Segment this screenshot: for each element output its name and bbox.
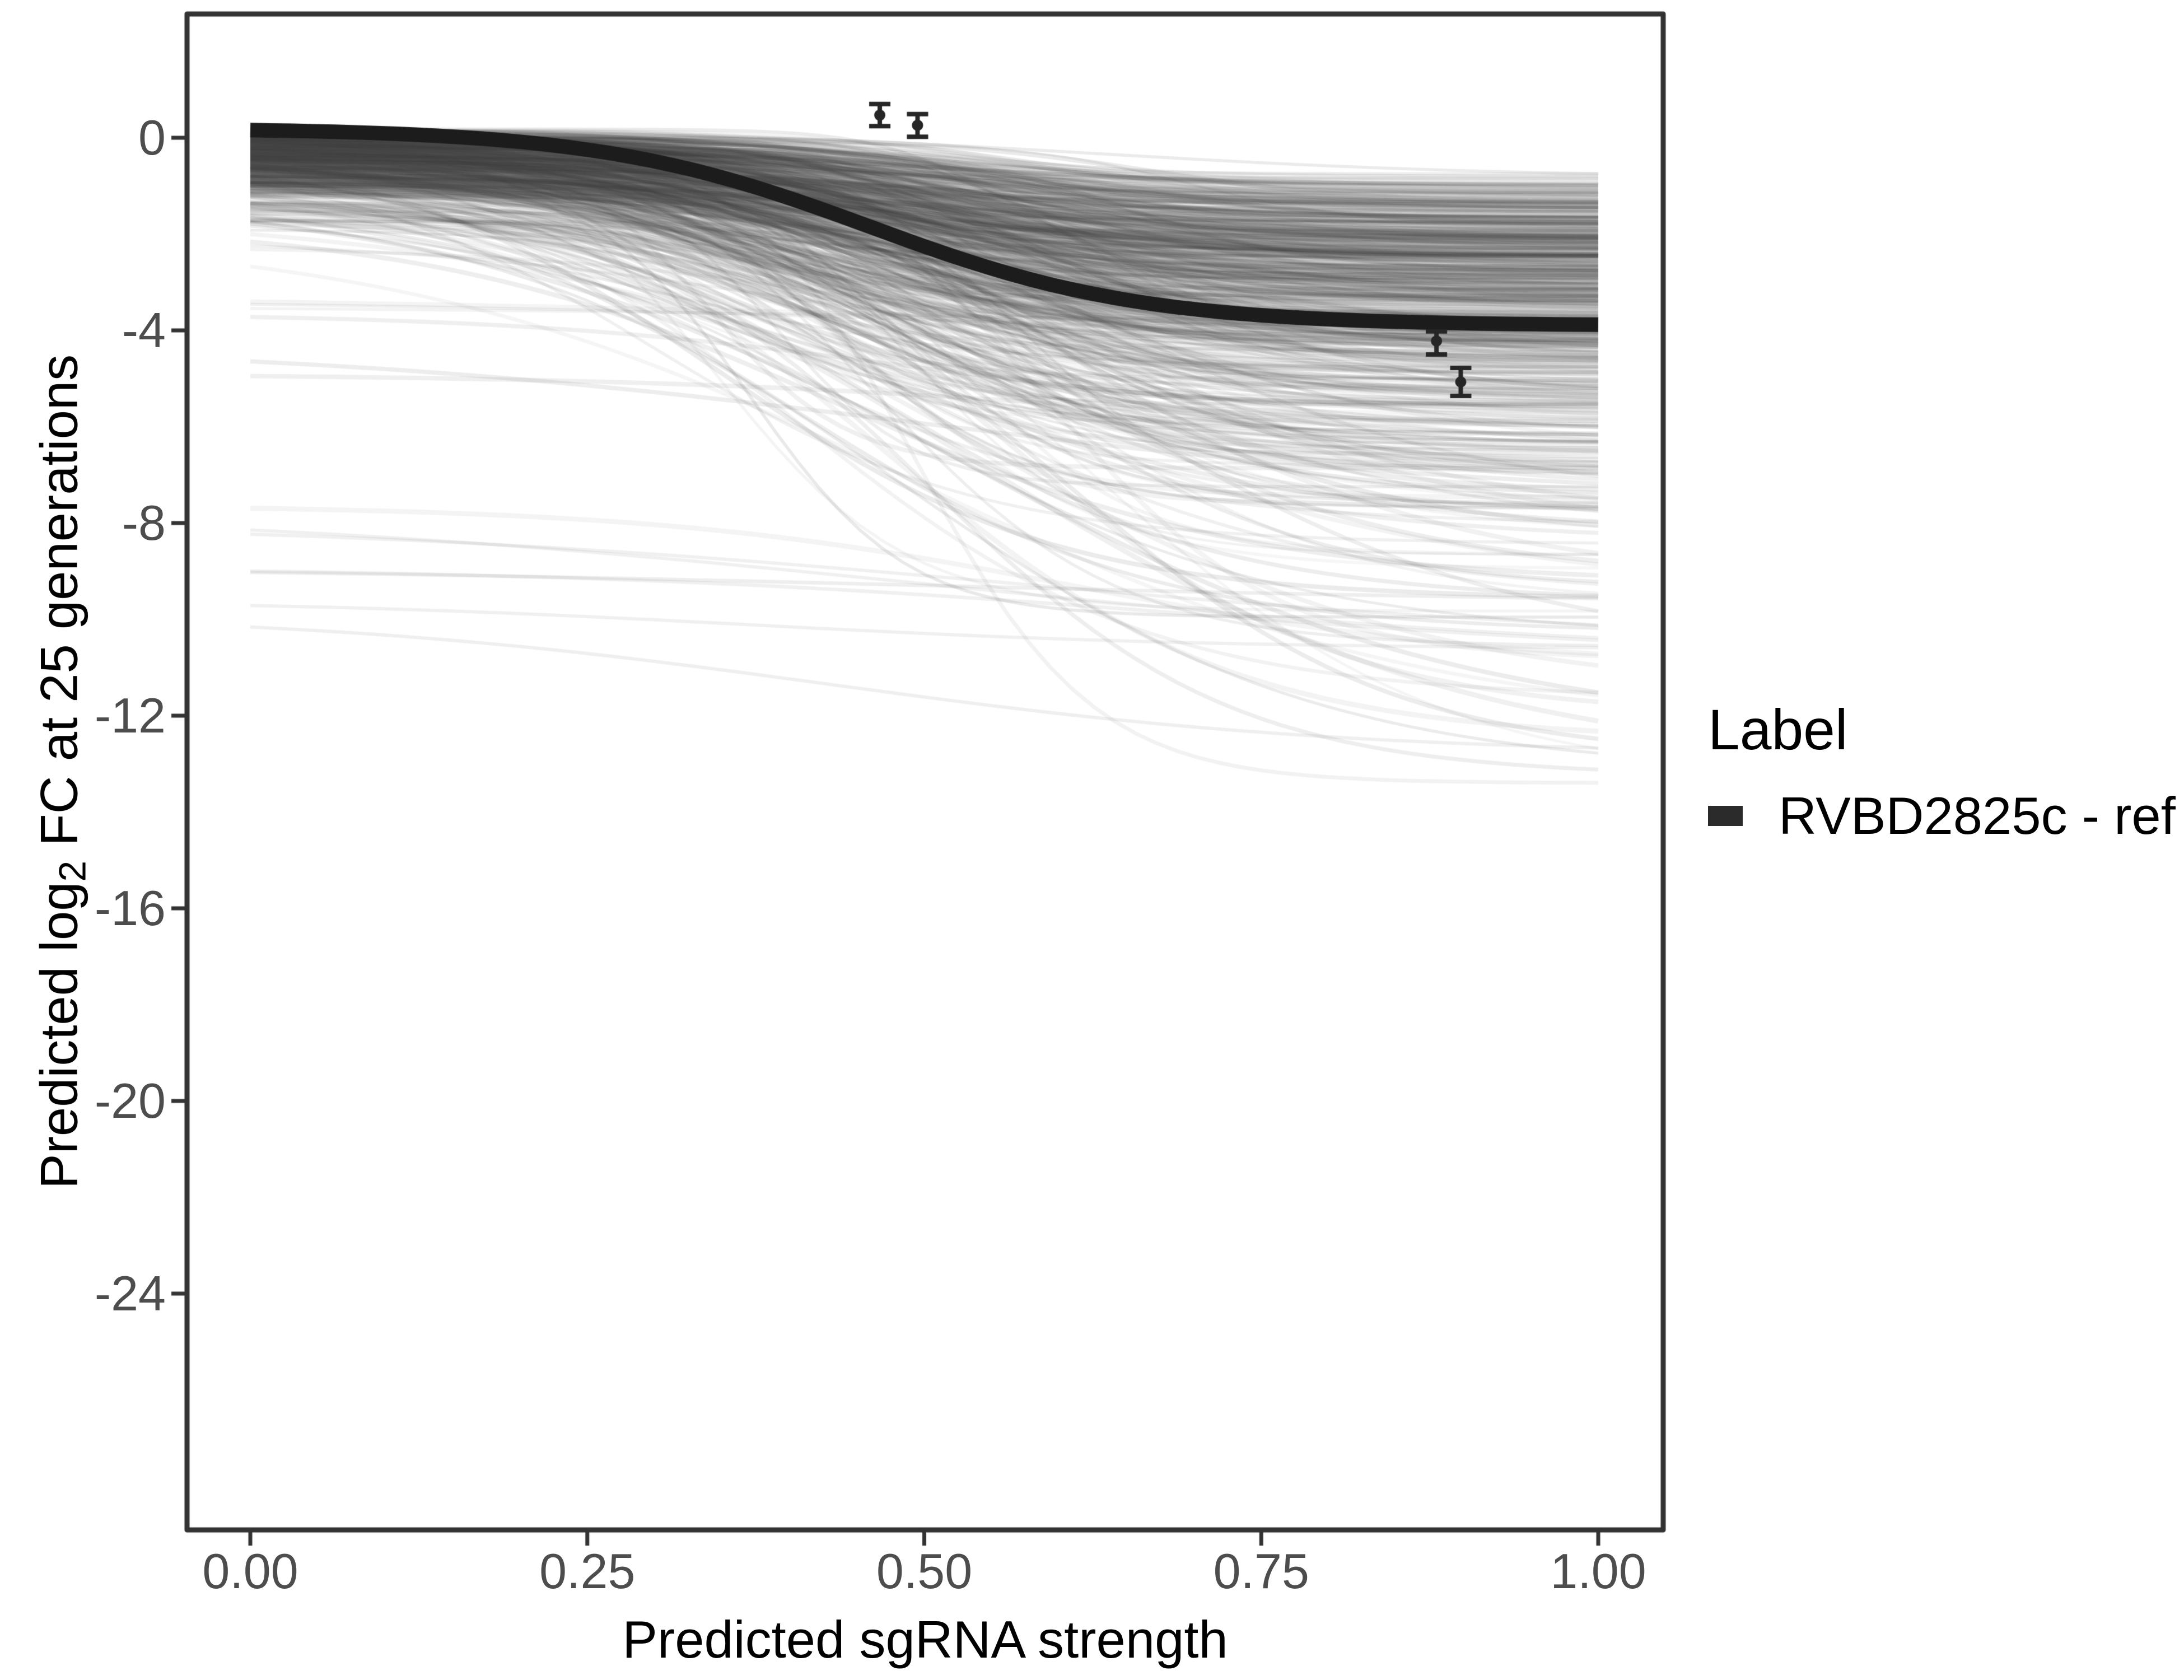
x-tick-label: 0.00 xyxy=(202,1543,298,1599)
x-axis-title: Predicted sgRNA strength xyxy=(622,1610,1228,1669)
x-tick-label: 0.50 xyxy=(876,1543,973,1599)
y-axis-title: Predicted log2 FC at 25 generations xyxy=(29,354,100,1189)
y-axis-title-subscript: 2 xyxy=(52,860,94,882)
legend-title: Label xyxy=(1708,698,1848,762)
y-tick-label: -8 xyxy=(122,495,166,550)
legend-key-line-icon xyxy=(1708,806,1743,826)
legend: Label RVBD2825c - ref xyxy=(1708,701,2176,842)
y-tick-label: -24 xyxy=(94,1266,166,1321)
x-tick-label: 1.00 xyxy=(1550,1543,1646,1599)
y-tick-label: 0 xyxy=(138,110,166,165)
y-tick-label: -4 xyxy=(122,302,166,358)
legend-item: RVBD2825c - ref xyxy=(1708,790,2176,842)
y-tick-label: -12 xyxy=(94,688,166,743)
y-tick-label: -16 xyxy=(94,880,166,936)
x-tick-label: 0.75 xyxy=(1213,1543,1309,1599)
x-tick-label: 0.25 xyxy=(539,1543,636,1599)
y-tick-label: -20 xyxy=(94,1073,166,1128)
legend-item-label: RVBD2825c - ref xyxy=(1779,786,2176,845)
y-axis-title-suffix: FC at 25 generations xyxy=(29,354,88,861)
